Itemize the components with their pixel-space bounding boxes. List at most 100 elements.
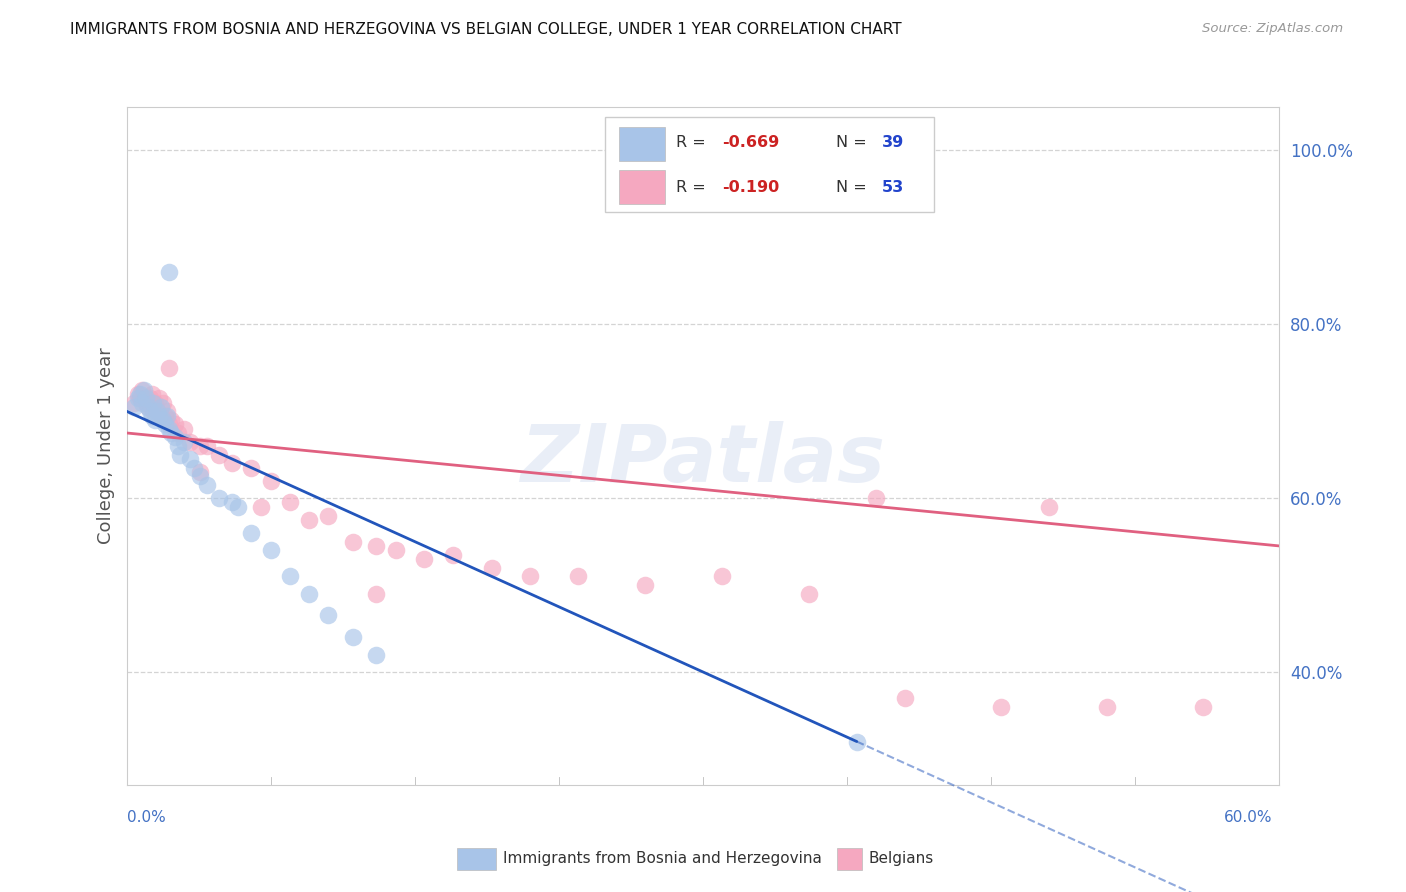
Point bbox=[136, 400, 159, 414]
Point bbox=[441, 548, 464, 562]
Text: 53: 53 bbox=[882, 179, 904, 194]
Point bbox=[127, 391, 149, 405]
Point bbox=[240, 460, 263, 475]
Text: 60.0%: 60.0% bbox=[1225, 810, 1272, 825]
Point bbox=[179, 452, 201, 467]
Point bbox=[797, 587, 820, 601]
Point bbox=[413, 552, 436, 566]
Point bbox=[129, 391, 152, 405]
Point bbox=[384, 543, 406, 558]
Text: 0.0%: 0.0% bbox=[127, 810, 166, 825]
Point bbox=[845, 734, 868, 748]
Point bbox=[146, 404, 169, 418]
Point bbox=[153, 417, 176, 432]
Point bbox=[366, 587, 388, 601]
Point bbox=[141, 387, 163, 401]
Point bbox=[132, 391, 155, 405]
Point bbox=[278, 495, 301, 509]
Point bbox=[188, 465, 211, 479]
Text: ZIPatlas: ZIPatlas bbox=[520, 420, 886, 499]
Point bbox=[342, 534, 364, 549]
Point bbox=[141, 409, 163, 423]
Point bbox=[152, 395, 174, 409]
Text: Immigrants from Bosnia and Herzegovina: Immigrants from Bosnia and Herzegovina bbox=[503, 852, 823, 866]
Point bbox=[169, 448, 191, 462]
Point bbox=[208, 448, 231, 462]
Point bbox=[150, 409, 173, 423]
Point bbox=[634, 578, 657, 592]
Point bbox=[122, 395, 145, 409]
Point bbox=[278, 569, 301, 583]
Point bbox=[173, 434, 195, 449]
Point bbox=[1095, 699, 1118, 714]
Text: R =: R = bbox=[676, 136, 711, 151]
Text: R =: R = bbox=[676, 179, 711, 194]
Point bbox=[183, 460, 205, 475]
Point bbox=[135, 391, 157, 405]
Point bbox=[138, 404, 160, 418]
Point bbox=[131, 395, 153, 409]
Point bbox=[179, 434, 201, 449]
Point bbox=[132, 383, 155, 397]
Point bbox=[129, 387, 152, 401]
Text: Belgians: Belgians bbox=[869, 852, 934, 866]
Point bbox=[298, 513, 321, 527]
Point bbox=[167, 425, 190, 440]
FancyBboxPatch shape bbox=[619, 128, 665, 161]
Point bbox=[157, 417, 180, 432]
Point bbox=[259, 543, 281, 558]
Point bbox=[195, 439, 218, 453]
Point bbox=[366, 539, 388, 553]
Point bbox=[157, 360, 180, 375]
Y-axis label: College, Under 1 year: College, Under 1 year bbox=[97, 348, 115, 544]
Point bbox=[122, 400, 145, 414]
Point bbox=[135, 395, 157, 409]
Point bbox=[152, 413, 174, 427]
Point bbox=[894, 691, 917, 706]
Point bbox=[148, 409, 170, 423]
Point bbox=[240, 525, 263, 540]
Point bbox=[173, 422, 195, 436]
Point bbox=[208, 491, 231, 505]
Point bbox=[188, 439, 211, 453]
Point bbox=[226, 500, 249, 514]
Text: 39: 39 bbox=[882, 136, 904, 151]
Point bbox=[142, 395, 165, 409]
Point bbox=[157, 265, 180, 279]
Point bbox=[157, 422, 180, 436]
Point bbox=[316, 608, 339, 623]
Point bbox=[1191, 699, 1213, 714]
Point bbox=[153, 409, 176, 423]
Point bbox=[711, 569, 734, 583]
Point bbox=[146, 404, 169, 418]
Point bbox=[481, 560, 503, 574]
Point bbox=[131, 383, 153, 397]
Point bbox=[188, 469, 211, 483]
Point bbox=[221, 495, 243, 509]
FancyBboxPatch shape bbox=[619, 170, 665, 204]
Point bbox=[163, 417, 186, 432]
Point bbox=[150, 400, 173, 414]
Point bbox=[156, 409, 179, 423]
Text: -0.190: -0.190 bbox=[723, 179, 780, 194]
Point bbox=[145, 413, 166, 427]
Point bbox=[159, 413, 181, 427]
Point bbox=[865, 491, 887, 505]
Point bbox=[145, 395, 166, 409]
Text: N =: N = bbox=[835, 179, 872, 194]
Point bbox=[1038, 500, 1060, 514]
Point bbox=[990, 699, 1012, 714]
Text: IMMIGRANTS FROM BOSNIA AND HERZEGOVINA VS BELGIAN COLLEGE, UNDER 1 YEAR CORRELAT: IMMIGRANTS FROM BOSNIA AND HERZEGOVINA V… bbox=[70, 22, 901, 37]
Point bbox=[136, 400, 159, 414]
Point bbox=[221, 456, 243, 470]
Point bbox=[298, 587, 321, 601]
Point bbox=[342, 630, 364, 644]
Point bbox=[138, 391, 160, 405]
Point bbox=[148, 391, 170, 405]
Point bbox=[156, 404, 179, 418]
Text: -0.669: -0.669 bbox=[723, 136, 780, 151]
FancyBboxPatch shape bbox=[605, 117, 934, 212]
Point bbox=[127, 387, 149, 401]
Text: N =: N = bbox=[835, 136, 872, 151]
Point bbox=[159, 425, 181, 440]
